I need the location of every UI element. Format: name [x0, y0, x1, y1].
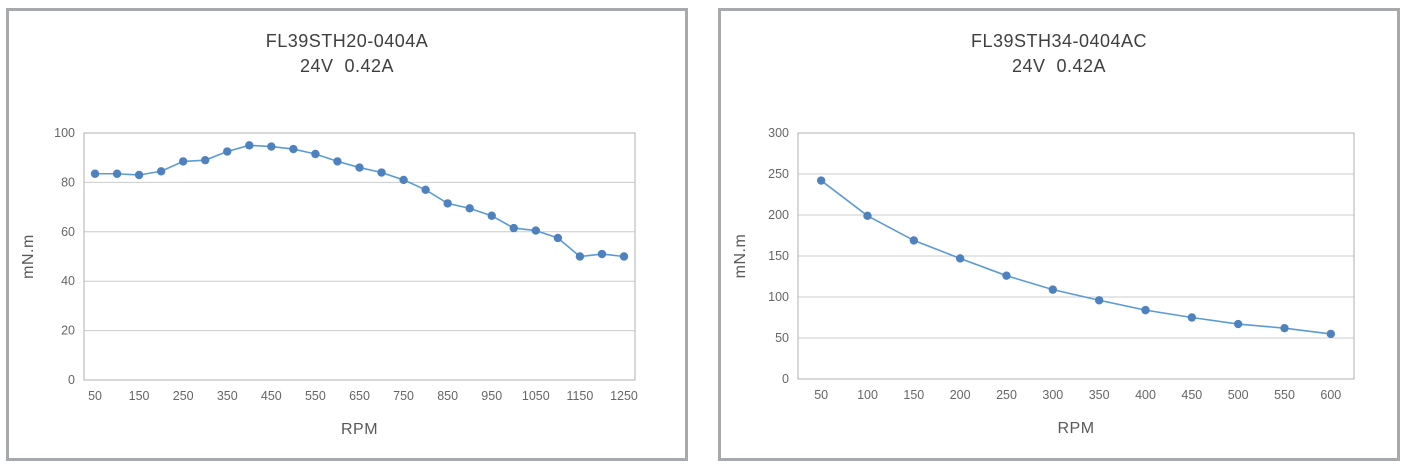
data-point: [311, 149, 320, 159]
data-point: [245, 141, 254, 150]
data-point: [575, 252, 585, 261]
x-tick-label: 950: [481, 389, 502, 403]
data-point: [90, 169, 100, 178]
x-tick-label: 300: [1042, 388, 1063, 402]
series-line: [820, 179, 1331, 335]
y-tick-label: 0: [68, 373, 75, 387]
x-tick-label: 200: [950, 388, 971, 402]
data-point: [619, 252, 629, 261]
chart-title-block: FL39STH34-0404AC 24V 0.42A: [721, 29, 1397, 79]
torque-chart-panel-fl39sth34: FL39STH34-0404AC 24V 0.42A 0 50 100 150 200 2…: [718, 8, 1400, 461]
x-tick-label: 350: [1089, 388, 1110, 402]
y-tick-label: 80: [61, 175, 75, 189]
data-point: [223, 147, 232, 156]
y-tick-label: 50: [775, 331, 789, 345]
data-point: [267, 142, 276, 151]
plot-border: [83, 132, 636, 381]
x-tick-label: 50: [814, 388, 828, 402]
y-tick-label: 250: [768, 167, 789, 181]
data-point: [1233, 319, 1243, 329]
chart-title-block: FL39STH20-0404A 24V 0.42A: [9, 29, 685, 79]
x-tick-label: 1150: [566, 389, 593, 403]
y-tick-label: 300: [768, 126, 789, 140]
data-point: [909, 236, 919, 245]
plot-border: [797, 132, 1355, 380]
chart-title: FL39STH20-0404A: [265, 31, 429, 51]
x-tick-label: 450: [261, 389, 282, 403]
data-point: [1094, 296, 1104, 305]
data-point: [816, 176, 826, 185]
x-tick-label: 50: [88, 389, 102, 403]
data-point: [443, 199, 452, 208]
data-point: [509, 223, 518, 233]
y-tick-label: 40: [61, 274, 75, 288]
y-tick-label: 200: [768, 208, 789, 222]
data-point: [421, 185, 430, 195]
x-tick-label: 100: [857, 388, 878, 402]
y-axis-title: mN.m: [20, 234, 37, 279]
x-tick-label: 1050: [522, 389, 550, 403]
data-point: [134, 170, 144, 180]
x-tick-label: 600: [1320, 388, 1341, 402]
y-tick-label: 60: [61, 225, 75, 239]
data-point: [355, 163, 364, 172]
x-tick-label: 150: [129, 389, 150, 403]
data-point: [863, 211, 872, 221]
data-point: [1002, 271, 1011, 280]
x-tick-label: 250: [173, 389, 194, 403]
x-tick-label: 550: [1274, 388, 1295, 402]
data-point: [399, 175, 408, 185]
x-tick-label: 750: [393, 389, 414, 403]
y-tick-label: 150: [768, 249, 789, 263]
x-axis-title: RPM: [341, 421, 378, 438]
y-tick-label: 100: [54, 126, 75, 140]
data-point: [112, 169, 122, 178]
chart-subtitle: 24V 0.42A: [1011, 56, 1107, 76]
x-tick-label: 650: [349, 389, 370, 403]
series-line: [95, 144, 625, 258]
data-point: [1048, 285, 1058, 294]
data-point: [201, 155, 210, 165]
x-tick-label: 1250: [610, 389, 638, 403]
x-tick-label: 850: [437, 389, 458, 403]
x-tick-label: 500: [1228, 388, 1249, 402]
y-axis-title: mN.m: [732, 234, 749, 279]
x-tick-label: 150: [903, 388, 924, 402]
data-point: [1141, 305, 1150, 315]
x-tick-label: 350: [217, 389, 238, 403]
torque-curve-chart-fl39sth20: 0 20 40 60 80 100 50 150 250 350 450 550 650 750 850 95…: [20, 126, 638, 438]
x-tick-label: 250: [996, 388, 1017, 402]
data-point: [178, 157, 188, 166]
data-point: [1280, 323, 1289, 333]
y-tick-label: 100: [768, 290, 789, 304]
chart-title: FL39STH34-0404AC: [970, 31, 1148, 51]
x-tick-label: 550: [305, 389, 326, 403]
data-point: [465, 204, 474, 213]
data-point: [377, 168, 386, 177]
data-point: [1326, 329, 1336, 339]
data-point: [553, 233, 563, 243]
data-point: [597, 249, 607, 259]
data-point: [289, 144, 298, 154]
x-tick-label: 400: [1135, 388, 1156, 402]
data-point: [1187, 313, 1197, 322]
chart-subtitle: 24V 0.42A: [299, 56, 395, 76]
y-tick-label: 20: [61, 324, 75, 338]
data-point: [487, 211, 496, 220]
data-point: [333, 157, 342, 166]
x-tick-label: 450: [1181, 388, 1202, 402]
torque-curve-chart-fl39sth34: 0 50 100 150 200 250 300 50 100 150 200 250 300 350 40…: [732, 126, 1355, 437]
data-point: [156, 167, 166, 176]
data-point: [531, 226, 541, 235]
x-axis-title: RPM: [1057, 420, 1094, 437]
torque-chart-panel-fl39sth20: FL39STH20-0404A 24V 0.42A 0 20 40 60 80 100 50…: [6, 8, 688, 461]
data-point: [955, 254, 965, 263]
y-tick-label: 0: [782, 372, 789, 386]
